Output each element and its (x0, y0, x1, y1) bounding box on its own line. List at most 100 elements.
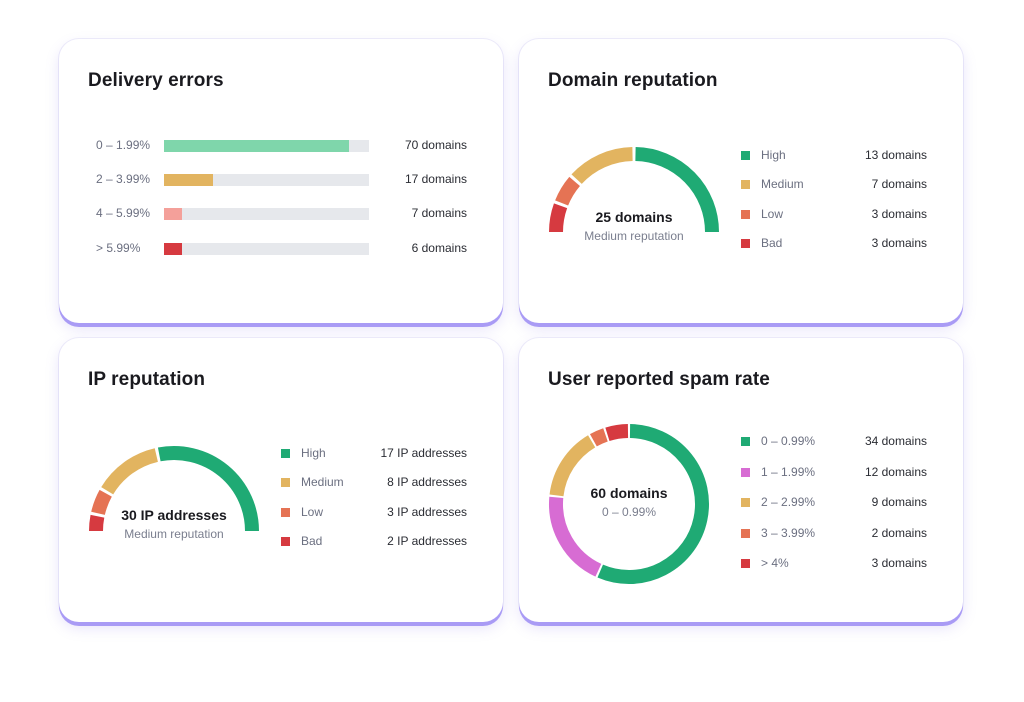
legend-swatch (741, 151, 750, 160)
legend-swatch (741, 559, 750, 568)
ip-reputation-card: IP reputation 30 IP addresses Medium rep… (59, 338, 503, 622)
delivery-bar-row: 4 – 5.99% 7 domains (59, 204, 503, 224)
delivery-bar-category: 0 – 1.99% (96, 138, 151, 152)
legend-item: 2 – 2.99% 9 domains (741, 494, 927, 512)
delivery-bar-row: 2 – 3.99% 17 domains (59, 170, 503, 190)
legend-item: 1 – 1.99% 12 domains (741, 464, 927, 482)
legend-value: 13 domains (864, 148, 927, 162)
spam-donut-slice-2 (549, 496, 602, 577)
delivery-bar-value: 17 domains (404, 172, 467, 187)
delivery-bar-value: 70 domains (404, 138, 467, 152)
ip-reputation-gauge (89, 446, 259, 532)
legend-item: Medium 8 IP addresses (281, 474, 467, 492)
spam-rate-total: 60 domains (590, 485, 668, 501)
legend-value: 34 domains (864, 434, 927, 448)
legend-swatch (741, 528, 750, 538)
ip-gauge-segment-low (91, 489, 112, 516)
legend-label: High (301, 446, 326, 460)
spam-rate-donut (549, 424, 709, 584)
delivery-bar-track (164, 242, 369, 255)
domain-reputation-title: Domain reputation (548, 70, 718, 91)
legend-item: Bad 2 IP addresses (281, 533, 467, 551)
legend-item: Low 3 IP addresses (281, 504, 467, 522)
legend-swatch (741, 467, 750, 477)
delivery-bar-track (164, 174, 369, 187)
legend-label: 1 – 1.99% (761, 464, 816, 479)
legend-swatch (281, 478, 290, 488)
spam-rate-subtitle: 0 – 0.99% (601, 505, 657, 519)
ip-reputation-title: IP reputation (88, 369, 206, 390)
legend-value: 2 domains (871, 525, 927, 540)
legend-swatch (741, 437, 750, 446)
legend-item: High 13 domains (741, 147, 927, 165)
legend-swatch (741, 180, 750, 190)
delivery-bar-value: 6 domains (411, 240, 467, 255)
legend-item: Low 3 domains (741, 206, 927, 224)
legend-value: 3 domains (871, 206, 927, 221)
spam-donut-slice-1 (597, 424, 709, 584)
legend-swatch (741, 238, 750, 248)
domain-reputation-subtitle: Medium reputation (584, 229, 684, 243)
legend-item: > 4% 3 domains (741, 555, 927, 573)
legend-label: > 4% (761, 556, 789, 570)
domain-reputation-total: 25 domains (595, 209, 673, 225)
delivery-bar (164, 242, 183, 255)
spam-donut-slice-5 (605, 424, 629, 442)
domain-gauge-segment-high (635, 147, 719, 233)
legend-label: Bad (761, 235, 783, 250)
legend-value: 12 domains (864, 464, 927, 479)
legend-label: High (761, 148, 786, 162)
legend-item: Bad 3 domains (741, 235, 927, 253)
spam-rate-card: User reported spam rate 60 domains 0 – 0… (519, 338, 963, 622)
legend-item: High 17 IP addresses (281, 445, 467, 463)
domain-gauge-segment-bad (549, 203, 568, 233)
delivery-errors-title: Delivery errors (88, 70, 224, 91)
delivery-bar-row: 0 – 1.99% 70 domains (59, 136, 503, 156)
legend-value: 9 domains (871, 495, 927, 509)
ip-reputation-total: 30 IP addresses (121, 507, 227, 523)
legend-swatch (281, 536, 290, 546)
legend-label: Medium (761, 177, 804, 192)
legend-value: 7 domains (871, 177, 927, 192)
ip-gauge-segment-high (157, 446, 259, 532)
legend-label: Low (761, 206, 784, 221)
delivery-bar (164, 140, 349, 152)
legend-label: 0 – 0.99% (761, 434, 816, 448)
delivery-bar-category: 4 – 5.99% (96, 206, 151, 221)
delivery-bar (164, 208, 183, 221)
legend-swatch (281, 449, 290, 458)
spam-rate-title: User reported spam rate (548, 369, 770, 390)
legend-label: 2 – 2.99% (761, 495, 816, 509)
legend-value: 8 IP addresses (387, 475, 467, 490)
legend-swatch (281, 507, 290, 517)
delivery-bar-track (164, 208, 369, 221)
ip-gauge-segment-medium (101, 448, 159, 495)
legend-item: Medium 7 domains (741, 176, 927, 194)
domain-reputation-card: Domain reputation 25 domains Medium repu… (519, 39, 963, 323)
legend-swatch (741, 209, 750, 219)
domain-reputation-gauge (549, 147, 719, 233)
domain-gauge-segment-medium (571, 147, 633, 185)
delivery-bar-value: 7 domains (411, 206, 467, 221)
delivery-bar-category: 2 – 3.99% (96, 172, 151, 187)
legend-label: Medium (301, 475, 344, 490)
legend-label: Bad (301, 533, 323, 548)
legend-item: 0 – 0.99% 34 domains (741, 433, 927, 451)
delivery-bar-category: > 5.99% (96, 240, 141, 255)
legend-value: 2 IP addresses (387, 533, 467, 548)
delivery-bar-track (164, 140, 369, 152)
legend-swatch (741, 498, 750, 507)
legend-label: 3 – 3.99% (761, 525, 816, 540)
spam-donut-slice-3 (549, 435, 596, 497)
delivery-bar (164, 174, 214, 187)
legend-value: 17 IP addresses (380, 446, 467, 460)
ip-reputation-subtitle: Medium reputation (124, 527, 224, 541)
legend-value: 3 domains (871, 235, 927, 250)
ip-gauge-segment-bad (89, 514, 105, 532)
delivery-bar-row: > 5.99% 6 domains (59, 239, 503, 259)
legend-value: 3 domains (871, 556, 927, 570)
legend-item: 3 – 3.99% 2 domains (741, 525, 927, 543)
legend-value: 3 IP addresses (387, 504, 467, 519)
spam-donut-slice-4 (589, 428, 608, 447)
legend-label: Low (301, 504, 324, 519)
